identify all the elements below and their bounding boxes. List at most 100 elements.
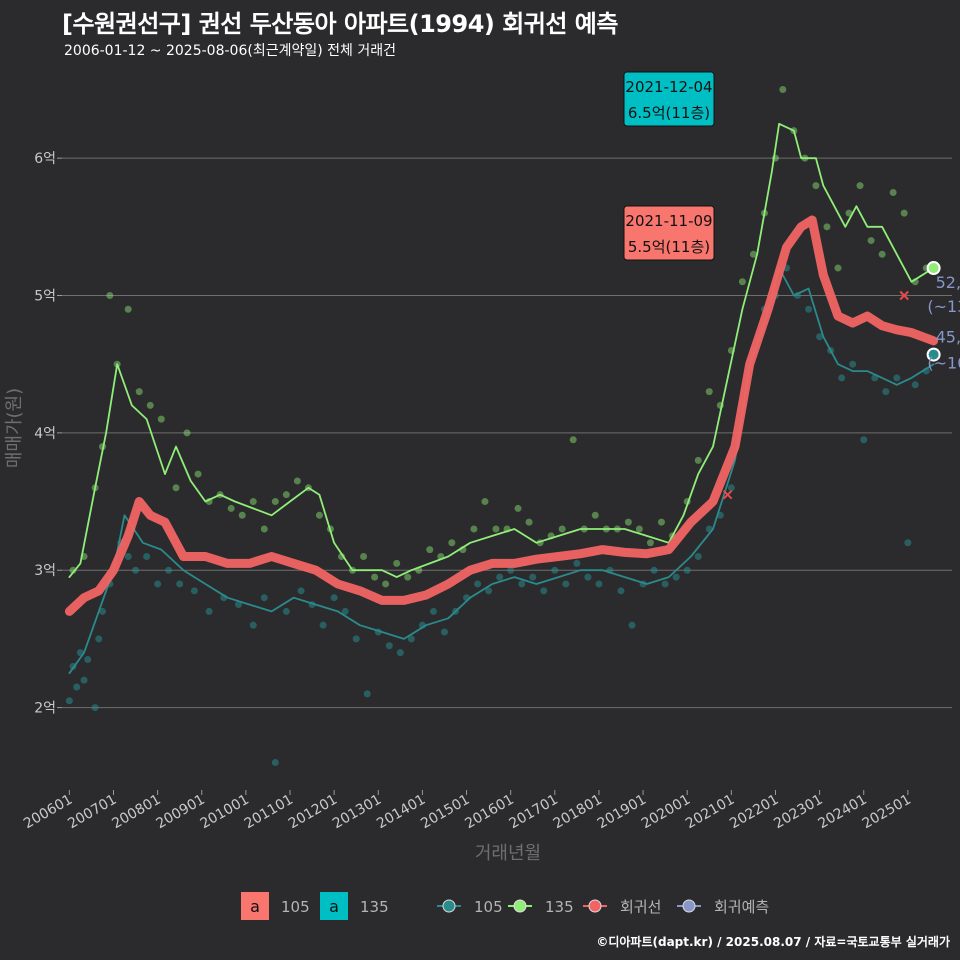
scatter-point-135 xyxy=(569,436,577,444)
scatter-point-105 xyxy=(205,607,213,615)
scatter-point-105 xyxy=(893,374,901,382)
scatter-point-105 xyxy=(911,381,919,389)
scatter-point-135 xyxy=(481,498,489,506)
scatter-point-135 xyxy=(448,539,456,547)
annotation-price: 6.5억(11층) xyxy=(628,104,710,122)
scatter-point-105 xyxy=(882,388,890,396)
series-line-105 xyxy=(68,267,935,675)
annotation-date: 2021-11-09 xyxy=(625,212,712,230)
scatter-point-105 xyxy=(84,656,92,664)
x-tick-label: 201001 xyxy=(198,792,252,833)
scatter-point-135 xyxy=(260,525,268,533)
scatter-point-135 xyxy=(360,552,368,560)
scatter-point-135 xyxy=(371,573,379,581)
scatter-point-105 xyxy=(249,621,257,629)
x-tick-label: 202301 xyxy=(771,792,825,833)
x-tick-label: 201201 xyxy=(286,792,340,833)
end-point-135 xyxy=(926,261,941,276)
scatter-point-135 xyxy=(135,388,143,396)
annotation-price: 5.5억(11층) xyxy=(628,238,710,256)
scatter-point-135 xyxy=(525,518,533,526)
scatter-point-105 xyxy=(91,704,99,712)
legend-fill-key xyxy=(241,892,269,920)
x-tick-label: 201401 xyxy=(374,792,428,833)
scatter-point-135 xyxy=(591,511,599,519)
end-label-area: (~105㎡) xyxy=(927,354,960,373)
scatter-point-105 xyxy=(573,559,581,567)
scatter-point-105 xyxy=(80,676,88,684)
scatter-point-135 xyxy=(227,504,235,512)
scatter-point-105 xyxy=(551,566,559,574)
scatter-point-105 xyxy=(73,683,81,691)
scatter-point-135 xyxy=(315,511,323,519)
scatter-point-135 xyxy=(492,525,500,533)
legend-label: 135 xyxy=(545,898,574,916)
scatter-point-105 xyxy=(595,580,603,588)
scatter-point-105 xyxy=(407,635,415,643)
scatter-point-135 xyxy=(514,504,522,512)
scatter-point-135 xyxy=(705,388,713,396)
legend-label: 105 xyxy=(281,898,310,916)
scatter-point-105 xyxy=(297,587,305,595)
regression-marker xyxy=(899,290,909,301)
x-tick-label: 200801 xyxy=(109,792,163,833)
scatter-point-135 xyxy=(249,498,257,506)
scatter-point-135 xyxy=(779,85,787,93)
scatter-point-105 xyxy=(330,594,338,602)
legend-point-key xyxy=(442,899,456,913)
scatter-point-135 xyxy=(382,580,390,588)
x-tick-label: 201601 xyxy=(462,792,516,833)
scatter-point-135 xyxy=(900,209,908,217)
scatter-point-105 xyxy=(124,552,132,560)
scatter-point-105 xyxy=(849,360,857,368)
y-axis-label: 매매가(원) xyxy=(4,388,25,468)
scatter-point-105 xyxy=(672,573,680,581)
y-tick-label: 2억 xyxy=(34,701,56,717)
chart-subtitle: 2006-01-12 ~ 2025-08-06(최근계약일) 전체 거래건 xyxy=(64,43,396,59)
x-tick-label: 201101 xyxy=(242,792,296,833)
scatter-point-135 xyxy=(856,182,864,190)
scatter-point-135 xyxy=(183,429,191,437)
scatter-point-105 xyxy=(396,649,404,657)
line-layer xyxy=(64,122,939,675)
x-tick-label: 201801 xyxy=(551,792,605,833)
scatter-point-135 xyxy=(282,491,290,499)
scatter-point-135 xyxy=(812,182,820,190)
scatter-point-105 xyxy=(319,621,327,629)
scatter-point-105 xyxy=(429,607,437,615)
x-tick-label: 202501 xyxy=(860,792,914,833)
scatter-point-105 xyxy=(165,566,173,574)
legend: a 105 a 135 105 135 회귀선 회귀예측 xyxy=(241,892,769,920)
legend-fill-key-text: a xyxy=(250,897,260,916)
x-tick-label: 202001 xyxy=(639,792,693,833)
scatter-point-105 xyxy=(65,697,73,705)
scatter-point-135 xyxy=(657,518,665,526)
series-line-회귀선 xyxy=(64,215,939,616)
scatter-point-105 xyxy=(98,607,106,615)
marker-layer xyxy=(722,261,941,500)
scatter-point-135 xyxy=(694,456,702,464)
annotation-date: 2021-12-04 xyxy=(625,78,712,96)
scatter-point-105 xyxy=(496,573,504,581)
y-tick-label: 3억 xyxy=(34,563,56,579)
scatter-point-105 xyxy=(363,690,371,698)
scatter-point-105 xyxy=(271,759,279,767)
legend-point-key xyxy=(513,899,527,913)
grid-layer xyxy=(62,157,952,709)
x-tick-label: 200901 xyxy=(153,792,207,833)
scatter-point-135 xyxy=(157,415,165,423)
scatter-point-105 xyxy=(562,580,570,588)
scatter-point-135 xyxy=(749,250,757,258)
scatter-point-105 xyxy=(474,580,482,588)
scatter-point-105 xyxy=(176,580,184,588)
end-label-value: 45,710 xyxy=(936,328,960,347)
scatter-point-105 xyxy=(95,635,103,643)
scatter-point-135 xyxy=(271,498,279,506)
scatter-point-105 xyxy=(132,566,140,574)
scatter-point-105 xyxy=(154,580,162,588)
scatter-point-105 xyxy=(529,573,537,581)
chart-title: [수원권선구] 권선 두산동아 아파트(1994) 회귀선 예측 xyxy=(62,10,618,38)
scatter-point-105 xyxy=(385,642,393,650)
end-label-area: (~135㎡) xyxy=(927,297,960,316)
